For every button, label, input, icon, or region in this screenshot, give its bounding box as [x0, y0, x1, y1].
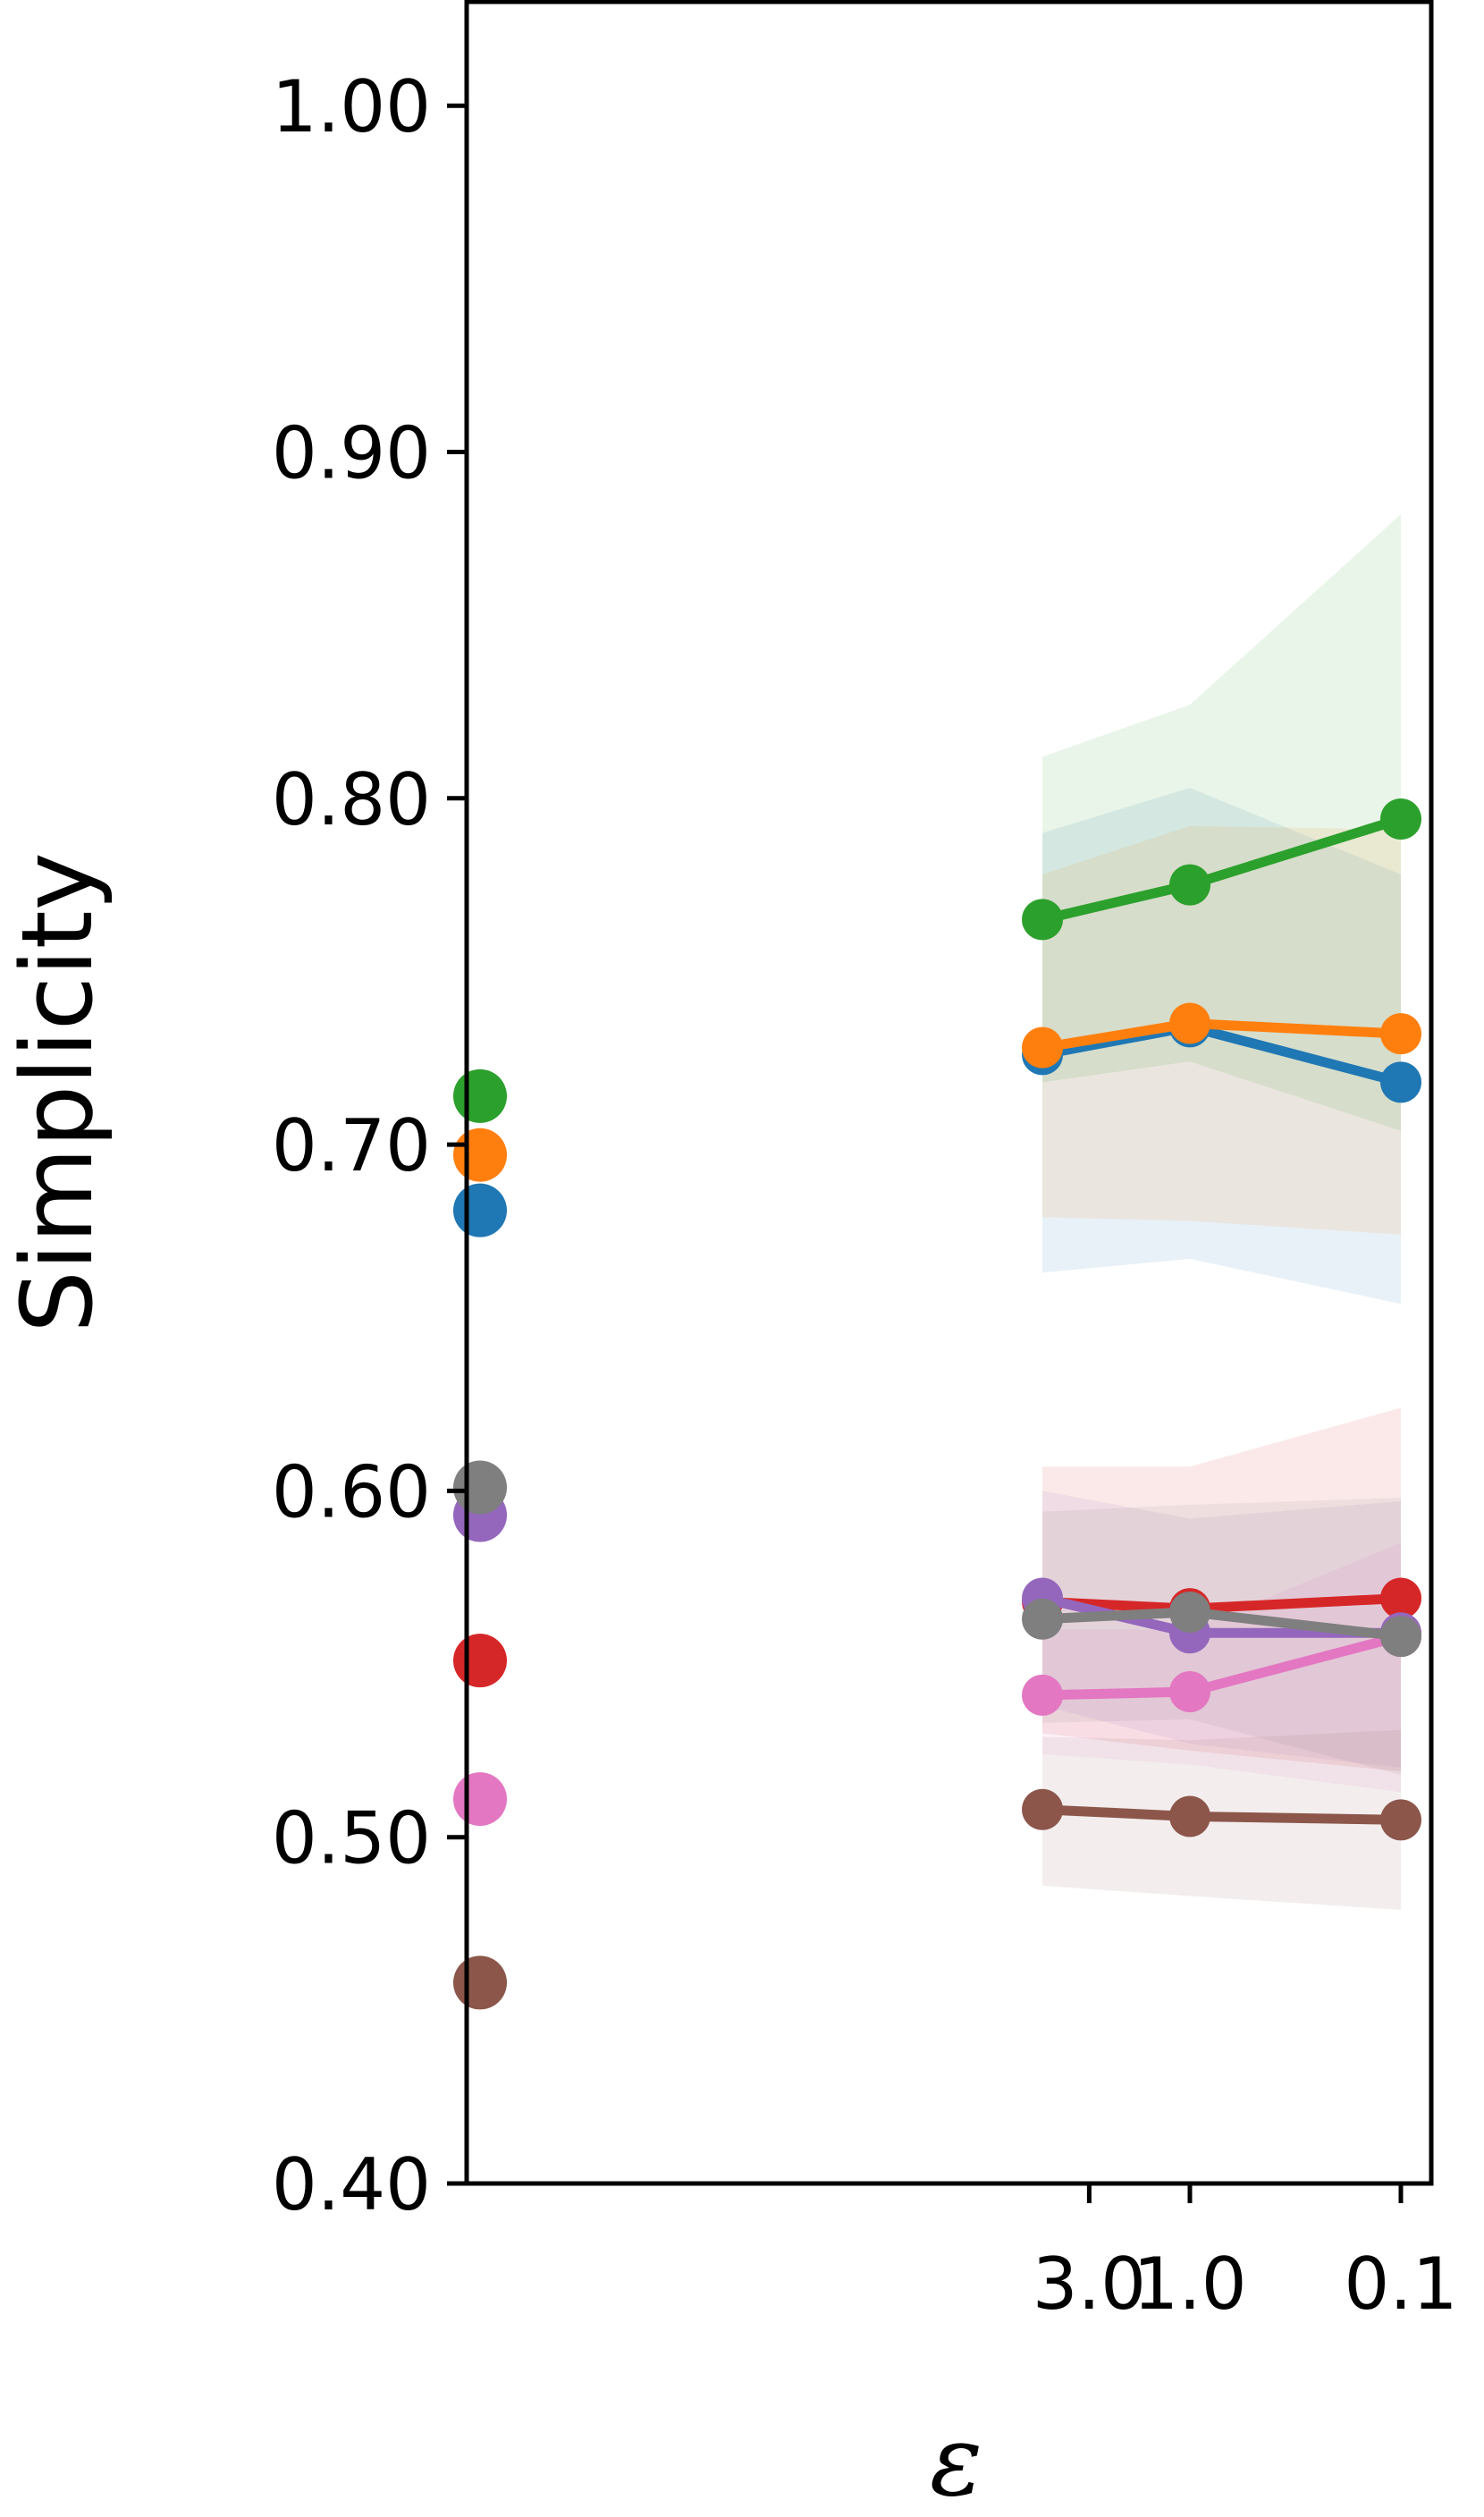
data-point: [1022, 1026, 1064, 1068]
x-axis-ticks: 3.01.0 0.1: [1033, 2183, 1458, 2326]
data-point: [1022, 1788, 1064, 1830]
confidence-band: [1042, 514, 1401, 1131]
confidence-band: [1042, 788, 1401, 1305]
x-tick-label: 1.0: [1133, 2242, 1246, 2326]
y-tick-label: 0.90: [272, 411, 431, 494]
baseline-point: [453, 1068, 507, 1123]
baseline-point: [453, 1634, 507, 1688]
data-point: [1380, 1799, 1421, 1841]
baseline-point: [453, 1772, 507, 1827]
data-point: [1169, 1671, 1210, 1713]
y-tick-label: 0.50: [272, 1797, 431, 1880]
y-tick-label: 0.40: [272, 2143, 431, 2226]
data-point: [1169, 1591, 1210, 1633]
data-point: [1022, 1598, 1064, 1640]
data-point: [1380, 1061, 1421, 1103]
y-tick-label: 0.60: [272, 1450, 431, 1533]
y-tick-label: 0.80: [272, 758, 431, 841]
data-point: [1022, 1674, 1064, 1716]
baseline-point: [453, 1955, 507, 2010]
baseline-markers: [453, 1068, 507, 2010]
y-tick-label: 1.00: [272, 65, 431, 148]
x-axis-label: ε: [930, 2403, 982, 2517]
data-point: [1380, 798, 1421, 840]
data-point: [1380, 1577, 1421, 1619]
data-point: [1380, 1013, 1421, 1055]
series-lines: [1022, 798, 1421, 1841]
data-point: [1169, 1795, 1210, 1837]
x-tick-label: 0.1: [1344, 2242, 1457, 2326]
data-point: [1169, 1002, 1210, 1044]
y-axis-label: Simplicity: [0, 852, 114, 1333]
plot-frame: [464, 0, 1434, 2186]
data-point: [1169, 864, 1210, 906]
confidence-band: [1042, 1407, 1401, 1772]
data-point: [1022, 899, 1064, 941]
data-point: [1380, 1616, 1421, 1658]
baseline-point: [453, 1460, 507, 1515]
confidence-bands: [1042, 514, 1401, 1911]
baseline-point: [453, 1128, 507, 1182]
y-tick-label: 0.70: [272, 1104, 431, 1187]
baseline-point: [453, 1183, 507, 1237]
x-tick-label: 3.0: [1033, 2242, 1146, 2326]
y-axis-ticks: 1.00 0.90 0.80 0.70 0.60 0.50 0.40: [272, 65, 467, 2226]
